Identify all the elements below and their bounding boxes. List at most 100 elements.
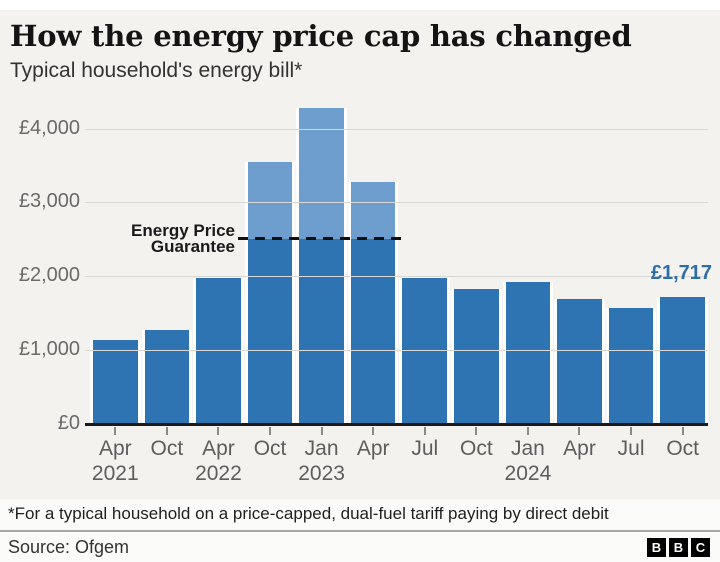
x-month-label-1: Oct — [150, 437, 184, 460]
bar-cell-oct-2022 — [244, 99, 296, 424]
x-tick-mark — [475, 427, 478, 435]
bar-cell-jan-2024 — [502, 99, 554, 424]
x-axis-month-labels: Apr Oct Apr Oct Jan Apr Jul Oct Jan Apr Jul Oct — [90, 437, 708, 461]
x-year-label-4: 2023 — [298, 462, 345, 485]
x-year-label-2: 2022 — [195, 462, 242, 485]
bbc-logo-letter-b2: B — [669, 538, 688, 557]
bbc-logo-letter-b1: B — [647, 538, 666, 557]
bar-apr-2022 — [193, 278, 244, 424]
bar-cell-oct-2024 — [657, 99, 708, 424]
x-tick-mark — [114, 427, 117, 435]
bar-jan-2024 — [502, 281, 554, 424]
x-year-label-0: 2021 — [91, 462, 139, 485]
bar-cell-apr-2024 — [554, 99, 605, 424]
x-year-label-8: 2024 — [504, 462, 552, 485]
bar-oct-2024 — [657, 297, 708, 424]
x-year-label-9 — [554, 462, 605, 486]
x-tick-mark — [630, 427, 633, 435]
bar-oct-2022 — [244, 161, 296, 424]
gridline-1000 — [85, 350, 708, 352]
x-tick-mark — [165, 427, 168, 435]
bar-cell-jul-2024 — [605, 99, 657, 424]
bar-jan-2023 — [296, 107, 347, 424]
energy-price-guarantee-line — [238, 237, 405, 241]
source-row: Source: Ofgem B B C — [0, 532, 720, 562]
x-month-label-9: Apr — [563, 437, 596, 460]
x-tick — [245, 427, 296, 435]
x-tick-mark — [526, 427, 529, 435]
x-year-label-1 — [142, 462, 193, 486]
x-month-label-8: Jan — [510, 437, 545, 460]
x-month-label-11: Oct — [666, 437, 699, 460]
x-month-label-3: Oct — [253, 437, 287, 460]
x-tick — [399, 427, 450, 435]
epg-label-line2: Guarantee — [150, 237, 235, 257]
x-tick — [296, 427, 347, 435]
x-tick-mark — [681, 427, 684, 435]
x-tick — [606, 427, 657, 435]
bar-cell-apr-2023 — [347, 99, 399, 424]
x-tick-mark — [217, 427, 220, 435]
y-axis-label-3000: £3,000 — [18, 190, 80, 213]
bar-cell-apr-2022 — [193, 99, 244, 424]
x-month-label-2: Apr — [202, 437, 235, 460]
latest-value-label: £1,717 — [650, 262, 712, 285]
footer-divider — [0, 530, 720, 532]
x-year-label-5 — [348, 462, 399, 486]
x-axis-ticks — [90, 424, 708, 435]
gridline-3000 — [85, 202, 708, 204]
bar-oct-2023 — [451, 288, 502, 424]
x-month-label-4: Jan — [304, 437, 339, 460]
bar-apr-2024 — [554, 299, 605, 424]
bar-apr-2023 — [347, 181, 399, 424]
top-strip — [0, 0, 720, 10]
bar-cell-oct-2021 — [141, 99, 193, 424]
footnote: *For a typical household on a price-capp… — [8, 504, 609, 523]
y-axis-label-4000: £4,000 — [18, 116, 80, 139]
x-tick — [554, 427, 605, 435]
y-axis-label-2000: £2,000 — [18, 264, 80, 287]
x-year-label-6 — [399, 462, 450, 486]
x-axis-line — [85, 423, 708, 426]
bbc-logo-letter-c: C — [691, 538, 710, 557]
chart-header: How the energy price cap has changed Typ… — [0, 10, 720, 84]
bar-jul-2024 — [605, 308, 657, 424]
bar-capped-portion — [247, 239, 293, 424]
chart-title: How the energy price cap has changed — [10, 19, 632, 53]
y-axis-label-0: £0 — [57, 412, 80, 434]
epg-label-line1: Energy Price — [131, 221, 235, 241]
bar-capped-portion — [299, 239, 344, 424]
energy-price-guarantee-label: Energy Price Guarantee — [90, 221, 235, 257]
x-tick-mark — [320, 427, 323, 435]
bar-apr-2021 — [90, 339, 141, 424]
x-tick — [193, 427, 244, 435]
x-month-label-0: Apr — [98, 437, 132, 460]
chart-footer: *For a typical household on a price-capp… — [0, 499, 720, 562]
source-label: Source: Ofgem — [8, 537, 130, 557]
x-month-label-7: Oct — [460, 437, 493, 460]
x-year-label-11 — [657, 462, 708, 486]
x-year-label-7 — [451, 462, 502, 486]
x-tick-mark — [423, 427, 426, 435]
x-tick — [451, 427, 502, 435]
x-tick — [348, 427, 399, 435]
x-tick-mark — [269, 427, 272, 435]
gridline-4000 — [85, 128, 708, 130]
bar-cell-apr-2021 — [90, 99, 141, 424]
x-tick-mark — [578, 427, 581, 435]
x-month-label-10: Jul — [617, 437, 645, 460]
x-year-label-3 — [245, 462, 296, 486]
bar-cell-oct-2023 — [451, 99, 502, 424]
gridline-2000 — [85, 276, 708, 278]
bar-chart: Energy Price Guarantee £1,717 £0 £1,000 £2… — [0, 99, 720, 486]
x-month-label-6: Jul — [411, 437, 439, 460]
bar-capped-portion — [350, 239, 396, 424]
bbc-logo: B B C — [647, 538, 710, 557]
x-axis-year-labels: 2021 2022 2023 2024 — [90, 462, 708, 486]
x-year-label-10 — [606, 462, 657, 486]
bars-row — [90, 99, 708, 424]
x-month-label-5: Apr — [356, 437, 390, 460]
x-tick — [90, 427, 141, 435]
bar-oct-2021 — [141, 329, 193, 424]
